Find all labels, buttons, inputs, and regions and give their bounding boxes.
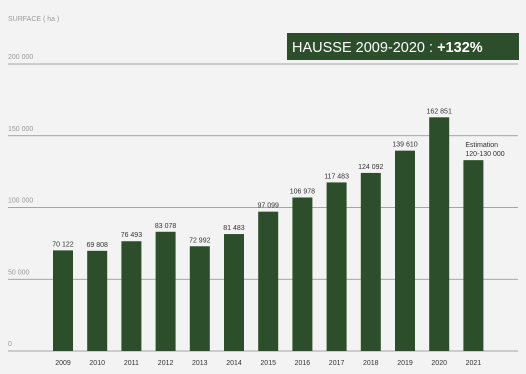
increase-badge-prefix: HAUSSE 2009-2020 : [292, 40, 437, 56]
data-label-2011: 76 493 [121, 232, 143, 239]
data-label-line: Estimation [465, 142, 498, 149]
x-tick-label: 2018 [363, 360, 379, 367]
data-label-2012: 83 078 [155, 223, 177, 230]
bar-2021 [463, 160, 484, 351]
data-label-2015: 97 099 [257, 203, 279, 210]
x-tick-label: 2012 [158, 360, 174, 367]
bar-2017 [326, 182, 347, 351]
bar-2010 [87, 250, 108, 351]
increase-badge-text: HAUSSE 2009-2020 : +132% [292, 40, 483, 56]
y-axis-ticks: 0 50 000 100 000 150 000 200 000 [8, 54, 33, 348]
data-label-2019: 139 610 [392, 142, 417, 149]
x-tick-label: 2019 [397, 360, 413, 367]
bar-2016 [292, 197, 313, 351]
x-tick-label: 2016 [295, 360, 311, 367]
bar-2013 [189, 246, 210, 351]
bar-2014 [224, 234, 244, 351]
bar-2012 [155, 231, 176, 351]
y-tick-label: 0 [8, 341, 12, 348]
y-tick-label: 150 000 [8, 126, 33, 133]
x-tick-label: 2017 [329, 360, 345, 367]
x-tick-label: 2015 [260, 360, 276, 367]
bar-2018 [360, 172, 381, 351]
y-tick-label: 200 000 [8, 54, 33, 61]
data-label-line: 120-130 000 [465, 151, 504, 158]
increase-badge-background [287, 33, 519, 60]
increase-badge: HAUSSE 2009-2020 : +132% [287, 33, 519, 60]
data-label-2009: 70 122 [52, 241, 74, 248]
x-tick-label: 2013 [192, 360, 208, 367]
x-axis-ticks: 2009 2010 2011 2012 2013 2014 2015 2016 2017 2018… [55, 360, 481, 367]
bar-2019 [395, 150, 415, 351]
data-label-2014: 81 483 [223, 225, 245, 232]
data-label-2018: 124 092 [358, 164, 383, 171]
bar-2015 [258, 211, 279, 351]
y-axis-title: SURFACE ( ha ) [8, 16, 59, 23]
x-tick-label: 2020 [431, 360, 447, 367]
bar-2009 [53, 250, 73, 351]
data-label-2020: 162 851 [427, 108, 452, 115]
x-tick-label: 2009 [55, 360, 71, 367]
x-tick-label: 2021 [466, 360, 482, 367]
y-tick-label: 100 000 [8, 198, 33, 205]
bar-2020 [429, 117, 450, 352]
data-label-2021: Estimation 120-130 000 [465, 142, 504, 158]
x-tick-label: 2014 [226, 360, 242, 367]
data-label-2016: 106 978 [290, 188, 315, 195]
x-tick-label: 2010 [89, 360, 105, 367]
data-label-2017: 117 483 [324, 173, 349, 180]
data-label-2013: 72 992 [189, 237, 211, 244]
increase-badge-value: +132% [437, 40, 483, 56]
y-tick-label: 50 000 [8, 269, 30, 276]
bars [53, 117, 484, 352]
data-labels: 70 122 69 808 76 493 83 078 72 992 81 483 97 0… [52, 108, 505, 249]
x-tick-label: 2011 [124, 360, 139, 367]
bar-2011 [121, 241, 142, 351]
data-label-2010: 69 808 [86, 242, 108, 249]
